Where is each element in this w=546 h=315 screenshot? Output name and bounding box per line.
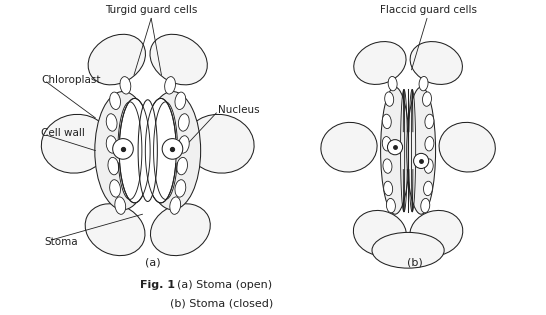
Text: Cell wall: Cell wall [41,129,85,139]
Text: Fig. 1: Fig. 1 [140,280,175,290]
Text: Turgid guard cells: Turgid guard cells [105,5,197,15]
Ellipse shape [179,136,189,153]
Ellipse shape [384,181,393,196]
Ellipse shape [424,181,432,196]
Ellipse shape [165,77,175,94]
Text: Chloroplast: Chloroplast [41,75,100,85]
Ellipse shape [151,204,210,255]
Ellipse shape [410,42,462,84]
Ellipse shape [407,87,436,214]
Ellipse shape [419,77,428,91]
Ellipse shape [112,139,133,159]
Ellipse shape [175,180,186,197]
Ellipse shape [425,114,434,129]
Ellipse shape [144,92,200,210]
Ellipse shape [354,42,406,84]
Ellipse shape [110,92,121,110]
Ellipse shape [106,114,117,131]
Ellipse shape [388,77,397,91]
Ellipse shape [138,100,157,202]
Ellipse shape [439,123,495,172]
Ellipse shape [95,92,151,210]
Ellipse shape [110,180,121,197]
Text: (a): (a) [145,257,161,267]
Ellipse shape [119,98,150,203]
Text: (b): (b) [407,257,423,267]
Ellipse shape [382,114,391,129]
Ellipse shape [88,34,145,85]
Ellipse shape [175,92,186,110]
Ellipse shape [179,114,189,131]
Text: (b) Stoma (closed): (b) Stoma (closed) [169,298,273,308]
Text: (a) Stoma (open): (a) Stoma (open) [177,280,272,290]
Ellipse shape [108,158,119,175]
Ellipse shape [410,210,463,256]
Ellipse shape [170,197,181,214]
Ellipse shape [120,77,131,94]
Ellipse shape [115,197,126,214]
Ellipse shape [186,114,254,173]
Ellipse shape [424,159,433,173]
Text: Flaccid guard cells: Flaccid guard cells [380,5,477,15]
Ellipse shape [421,198,430,213]
Ellipse shape [145,98,176,203]
Ellipse shape [385,92,394,106]
Ellipse shape [41,114,110,173]
Ellipse shape [413,153,429,169]
Ellipse shape [383,159,392,173]
Ellipse shape [382,137,391,151]
Ellipse shape [387,198,395,213]
Ellipse shape [353,210,406,256]
Ellipse shape [150,34,207,85]
Text: Nucleus: Nucleus [218,105,260,115]
Ellipse shape [388,140,402,155]
Ellipse shape [423,92,431,106]
Text: Stoma: Stoma [45,237,78,247]
Ellipse shape [425,137,434,151]
Ellipse shape [177,158,187,175]
Ellipse shape [85,204,145,255]
Ellipse shape [106,136,117,153]
Ellipse shape [162,139,183,159]
Ellipse shape [381,87,410,214]
Ellipse shape [321,123,377,172]
Ellipse shape [372,232,444,268]
